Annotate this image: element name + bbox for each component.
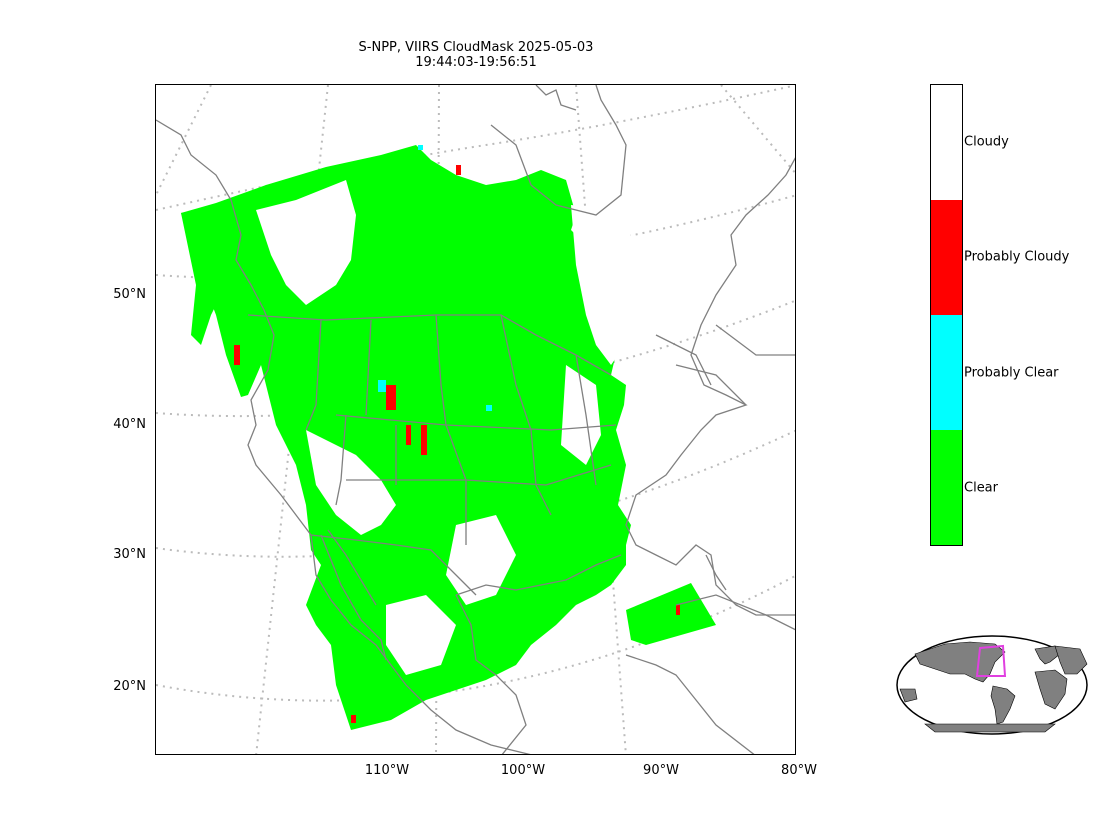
- map-canvas: [156, 85, 795, 754]
- lat-label-50n: 50°N: [113, 287, 146, 302]
- title-line-1: S-NPP, VIIRS CloudMask 2025-05-03: [358, 40, 594, 55]
- colorbar-label-probably-clear: Probably Clear: [964, 365, 1059, 381]
- lon-label-80w: 80°W: [781, 763, 817, 778]
- lat-label-20n: 20°N: [113, 679, 146, 694]
- lat-label-40n: 40°N: [113, 417, 146, 432]
- inset-land: [899, 641, 1088, 733]
- probably-cloudy-speckles: [234, 165, 680, 723]
- cloud-gap-ne: [571, 205, 641, 365]
- swath-coastal-strip: [181, 205, 266, 397]
- cloud-gap-south: [386, 595, 456, 675]
- colorbar-label-probably-cloudy: Probably Cloudy: [964, 249, 1070, 265]
- title-line-2: 19:44:03-19:56:51: [415, 55, 537, 70]
- lon-label-100w: 100°W: [500, 763, 546, 778]
- inset-world-map: [895, 634, 1089, 740]
- colorbar-label-clear: Clear: [964, 480, 998, 496]
- lat-label-30n: 30°N: [113, 547, 146, 562]
- cloud-gap-sw: [306, 430, 396, 535]
- map-panel: [155, 84, 796, 755]
- colorbar-segment-probably-clear: [931, 315, 962, 430]
- lon-label-110w: 110°W: [364, 763, 410, 778]
- coastlines-and-borders: [156, 85, 795, 754]
- colorbar-segment-probably-cloudy: [931, 200, 962, 315]
- colorbar-segment-clear: [931, 430, 962, 545]
- cloudmask-swath: [181, 145, 716, 730]
- cloud-gap-east: [561, 365, 601, 465]
- colorbar-segment-cloudy: [931, 85, 962, 200]
- colorbar: [930, 84, 963, 546]
- inset-extent-box: [975, 644, 1007, 677]
- cloud-gap-nw: [256, 180, 356, 305]
- colorbar-label-cloudy: Cloudy: [964, 134, 1009, 150]
- map-title: S-NPP, VIIRS CloudMask 2025-05-03 19:44:…: [300, 40, 652, 70]
- lon-label-90w: 90°W: [643, 763, 679, 778]
- swath-gulf-strip: [626, 583, 716, 645]
- probably-clear-speckles: [378, 145, 492, 411]
